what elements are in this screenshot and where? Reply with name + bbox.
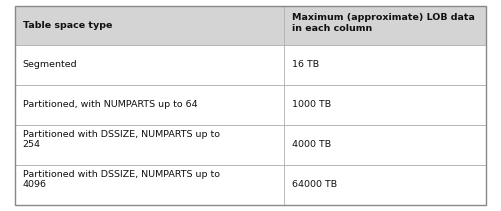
Bar (15, 165, 486, 205)
Text: 64000 TB: 64000 TB (292, 180, 337, 189)
Bar (15, 45, 486, 85)
Text: Partitioned with DSSIZE, NUMPARTS up to
254: Partitioned with DSSIZE, NUMPARTS up to … (23, 130, 219, 149)
Text: Segmented: Segmented (23, 61, 77, 69)
Bar (15, 6, 486, 45)
Text: Partitioned, with NUMPARTS up to 64: Partitioned, with NUMPARTS up to 64 (23, 100, 197, 109)
Text: Table space type: Table space type (23, 21, 112, 30)
Text: 16 TB: 16 TB (292, 61, 319, 69)
Bar (15, 85, 486, 125)
Bar (15, 125, 486, 165)
Text: 1000 TB: 1000 TB (292, 100, 331, 109)
Text: 4000 TB: 4000 TB (292, 140, 331, 149)
Text: Maximum (approximate) LOB data
in each column: Maximum (approximate) LOB data in each c… (292, 13, 475, 33)
Text: Partitioned with DSSIZE, NUMPARTS up to
4096: Partitioned with DSSIZE, NUMPARTS up to … (23, 170, 219, 189)
